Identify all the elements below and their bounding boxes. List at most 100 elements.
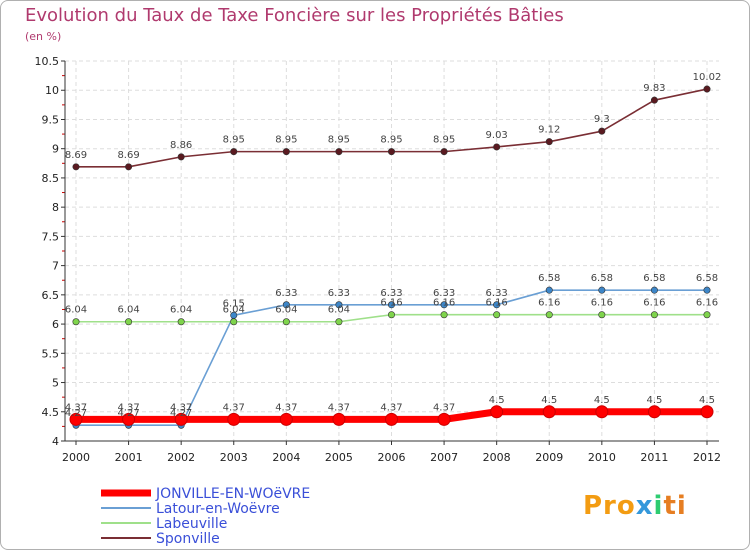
data-point [72, 318, 80, 326]
y-tick-label: 5.5 [42, 347, 60, 360]
data-label: 6.16 [591, 298, 613, 309]
axes: 4 4.5 5 5.5 6 6.5 7 7.5 8 8.5 9 9.5 10 10.5 2000 2001 20… [35, 55, 722, 464]
data-label: 4.5 [594, 395, 610, 406]
legend: JONVILLE-EN-WOëVRELatour-en-WoëvreLabeuv… [101, 486, 310, 547]
data-label: 6.58 [591, 273, 613, 284]
x-tick-label: 2011 [640, 451, 668, 464]
legend-label: Labeuville [156, 516, 227, 532]
data-point [335, 318, 343, 326]
y-tick-label: 8.5 [42, 172, 60, 185]
data-point [493, 143, 501, 151]
y-tick-label: 10.5 [35, 55, 60, 68]
x-tick-label: 2003 [220, 451, 248, 464]
data-point [230, 148, 238, 156]
data-point [332, 412, 346, 426]
data-label: 6.04 [275, 305, 297, 316]
y-tick-label: 6.5 [42, 289, 60, 302]
data-point [227, 412, 241, 426]
data-point [595, 405, 609, 419]
data-label: 6.33 [328, 288, 350, 299]
data-label: 6.04 [65, 305, 87, 316]
data-point [703, 286, 711, 294]
data-point [230, 318, 238, 326]
data-point [700, 405, 714, 419]
x-tick-label: 2000 [62, 451, 90, 464]
data-point [542, 405, 556, 419]
data-point [493, 311, 501, 319]
data-point [437, 412, 451, 426]
data-label: 4.5 [646, 395, 662, 406]
data-label: 8.95 [223, 135, 245, 146]
data-point [72, 163, 80, 171]
y-tick-label: 8 [52, 201, 59, 214]
data-label: 4.27 [170, 408, 192, 419]
data-point [650, 96, 658, 104]
data-point [335, 148, 343, 156]
y-tick-label: 5 [52, 377, 59, 390]
data-label: 9.03 [486, 130, 508, 141]
data-label: 6.58 [538, 273, 560, 284]
data-label: 6.04 [170, 305, 192, 316]
data-label: 6.33 [380, 288, 402, 299]
data-label: 4.37 [380, 402, 402, 413]
chart-title: Evolution du Taux de Taxe Foncière sur l… [25, 5, 564, 26]
data-point [125, 318, 133, 326]
data-label: 6.15 [223, 298, 245, 309]
data-label: 6.58 [696, 273, 718, 284]
data-point [69, 412, 83, 426]
y-tick-label: 4 [52, 435, 59, 448]
data-point [282, 148, 290, 156]
data-point [335, 301, 343, 309]
data-point [440, 311, 448, 319]
data-label: 4.5 [541, 395, 557, 406]
y-tick-label: 4.5 [42, 406, 60, 419]
data-label: 4.27 [65, 408, 87, 419]
y-tick-label: 9.5 [42, 113, 60, 126]
x-tick-label: 2004 [272, 451, 300, 464]
data-label: 4.5 [489, 395, 505, 406]
data-label: 6.16 [538, 298, 560, 309]
data-point [174, 412, 188, 426]
data-point [703, 85, 711, 93]
data-label: 8.69 [65, 150, 87, 161]
data-label: 6.16 [486, 298, 508, 309]
data-label: 4.37 [65, 402, 87, 413]
data-point [122, 412, 136, 426]
data-label: 6.04 [328, 305, 350, 316]
x-tick-label: 2010 [588, 451, 616, 464]
y-tick-label: 10 [45, 84, 59, 97]
data-point [177, 153, 185, 161]
data-label: 10.02 [693, 72, 722, 83]
data-point [650, 286, 658, 294]
data-label: 8.86 [170, 140, 192, 151]
data-labels: 4.27 4.27 4.27 6.15 6.33 6.33 6.33 6.33 6.33 6.58… [65, 72, 721, 419]
data-label: 6.16 [696, 298, 718, 309]
y-tick-label: 9 [52, 143, 59, 156]
data-point [440, 301, 448, 309]
legend-label: JONVILLE-EN-WOëVRE [155, 486, 310, 502]
data-point [703, 311, 711, 319]
data-label: 8.95 [433, 135, 455, 146]
data-label: 9.3 [594, 114, 610, 125]
unit-label: (en %) [25, 30, 62, 43]
data-label: 8.69 [117, 150, 139, 161]
series-markers [69, 85, 714, 429]
data-point [125, 163, 133, 171]
data-point [598, 311, 606, 319]
data-point [385, 412, 398, 426]
data-label: 6.16 [433, 298, 455, 309]
data-label: 6.33 [433, 288, 455, 299]
data-point [545, 311, 553, 319]
legend-label: Sponville [156, 531, 220, 547]
y-tick-label: 7 [52, 260, 59, 273]
data-point [387, 148, 395, 156]
x-tick-label: 2012 [693, 451, 721, 464]
data-label: 6.58 [643, 273, 665, 284]
x-tick-label: 2007 [430, 451, 458, 464]
data-point [598, 127, 606, 135]
data-label: 4.37 [117, 402, 139, 413]
data-point [650, 311, 658, 319]
data-point [490, 405, 504, 419]
data-point [440, 148, 448, 156]
